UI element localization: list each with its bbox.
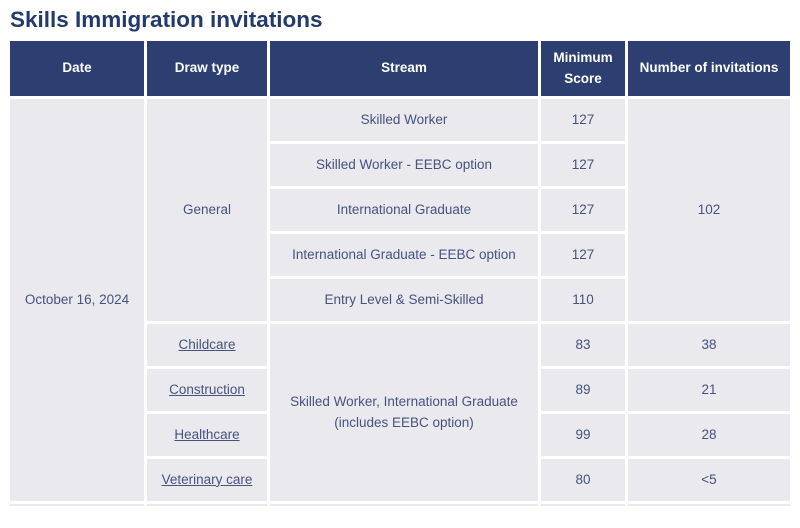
min-score-cell: 83 [541,324,625,366]
draw-type-general-cell: General [147,99,267,321]
header-row: Date Draw type Stream Minimum Score Numb… [10,41,790,96]
draw-type-cell: Childcare [147,324,267,366]
invitations-cell: 38 [628,324,790,366]
cutoff-row [10,504,790,506]
stream-cell: International Graduate - EEBC option [270,234,538,276]
childcare-link[interactable]: Childcare [178,336,236,352]
stream-targeted-cell: Skilled Worker, International Graduate (… [270,324,538,501]
table-row: Entry Level & Semi-Skilled 110 [10,279,790,321]
stream-cell: Entry Level & Semi-Skilled [270,279,538,321]
col-header-minimum-score: Minimum Score [541,41,625,96]
min-score-cell: 99 [541,414,625,456]
col-header-draw-type: Draw type [147,41,267,96]
table-row: International Graduate 127 [10,189,790,231]
date-cell: October 16, 2024 [10,99,144,501]
min-score-cell: 127 [541,234,625,276]
col-header-date: Date [10,41,144,96]
table-row: Skilled Worker - EEBC option 127 [10,144,790,186]
stream-cell: Skilled Worker - EEBC option [270,144,538,186]
invitations-cell: <5 [628,459,790,501]
min-score-cell: 127 [541,189,625,231]
min-score-cell: 89 [541,369,625,411]
page-title: Skills Immigration invitations [10,7,323,32]
draw-type-cell: Healthcare [147,414,267,456]
invitations-cell: 21 [628,369,790,411]
table-row: Healthcare 99 28 [10,414,790,456]
draw-type-cell: Veterinary care [147,459,267,501]
invitations-cell: 28 [628,414,790,456]
table-row: Childcare Skilled Worker, International … [10,324,790,501]
cutoff-cell [541,504,625,506]
invitations-table: Date Draw type Stream Minimum Score Numb… [7,38,793,509]
min-score-cell: 80 [541,459,625,501]
cutoff-cell [628,504,790,506]
invitations-general-cell: 102 [628,99,790,321]
stream-cell: International Graduate [270,189,538,231]
table-row: October 16, 2024 General Skilled Worker … [10,99,790,501]
construction-link[interactable]: Construction [169,381,245,397]
healthcare-link[interactable]: Healthcare [174,426,240,442]
col-header-invitations: Number of invitations [628,41,790,96]
draw-type-cell: Construction [147,369,267,411]
table-row: International Graduate - EEBC option 127 [10,234,790,276]
min-score-cell: 127 [541,144,625,186]
table-row: Veterinary care 80 <5 [10,459,790,501]
min-score-cell: 127 [541,99,625,141]
cutoff-cell [10,504,144,506]
cutoff-cell [147,504,267,506]
min-score-cell: 110 [541,279,625,321]
table-row: Construction 89 21 [10,369,790,411]
cutoff-cell [270,504,538,506]
stream-cell: Skilled Worker [270,99,538,141]
col-header-stream: Stream [270,41,538,96]
veterinary-care-link[interactable]: Veterinary care [161,471,253,487]
